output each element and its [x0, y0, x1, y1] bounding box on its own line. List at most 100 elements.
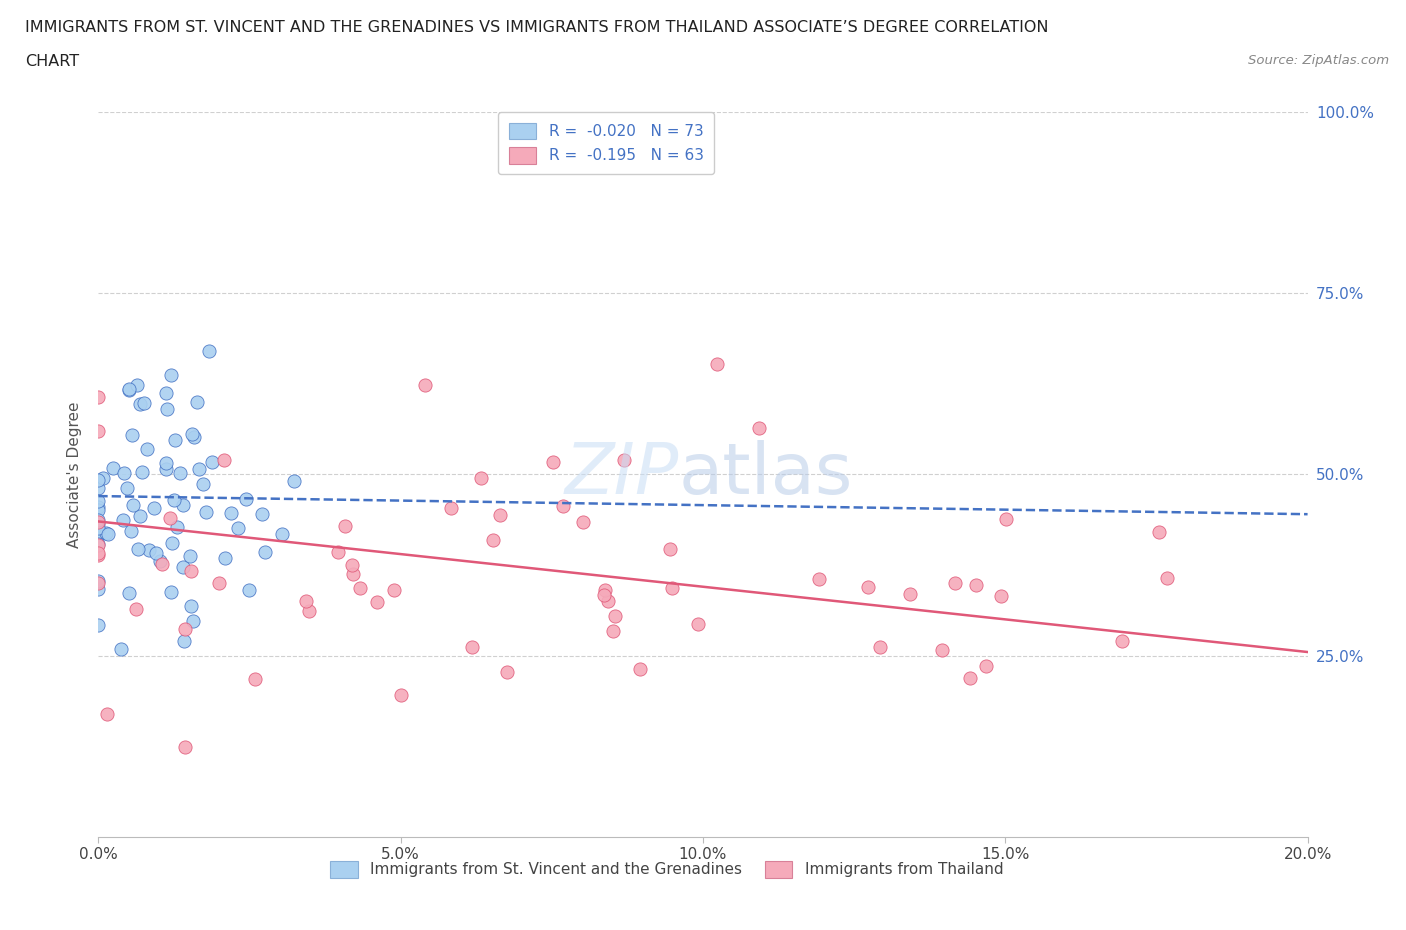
- Point: [482, 533, 505, 548]
- Point: [87, 494, 110, 509]
- Point: [87, 582, 110, 597]
- Point: [283, 473, 305, 488]
- Point: [174, 621, 197, 636]
- Point: [250, 506, 273, 521]
- Point: [856, 579, 879, 594]
- Point: [943, 576, 966, 591]
- Point: [235, 492, 257, 507]
- Point: [129, 509, 152, 524]
- Point: [686, 617, 709, 631]
- Point: [180, 564, 202, 578]
- Point: [87, 548, 110, 563]
- Point: [112, 513, 135, 528]
- Point: [195, 505, 218, 520]
- Point: [326, 545, 349, 560]
- Point: [333, 519, 356, 534]
- Point: [181, 613, 204, 628]
- Point: [94, 526, 117, 541]
- Point: [122, 498, 145, 512]
- Point: [605, 609, 627, 624]
- Point: [163, 493, 186, 508]
- Point: [87, 536, 110, 551]
- Point: [389, 687, 412, 702]
- Point: [551, 498, 574, 513]
- Point: [212, 452, 235, 467]
- Point: [160, 367, 183, 382]
- Point: [208, 576, 231, 591]
- Point: [869, 640, 891, 655]
- Point: [197, 344, 219, 359]
- Point: [87, 576, 110, 591]
- Point: [298, 604, 321, 618]
- Point: [124, 602, 146, 617]
- Point: [143, 500, 166, 515]
- Point: [495, 664, 517, 679]
- Point: [138, 542, 160, 557]
- Point: [188, 461, 211, 476]
- Point: [965, 578, 987, 592]
- Point: [602, 623, 624, 638]
- Point: [87, 424, 110, 439]
- Point: [173, 634, 195, 649]
- Point: [156, 401, 179, 416]
- Point: [160, 536, 183, 551]
- Text: IMMIGRANTS FROM ST. VINCENT AND THE GRENADINES VS IMMIGRANTS FROM THAILAND ASSOC: IMMIGRANTS FROM ST. VINCENT AND THE GREN…: [25, 20, 1049, 35]
- Point: [172, 559, 194, 574]
- Point: [593, 587, 616, 602]
- Point: [120, 523, 142, 538]
- Point: [488, 507, 510, 522]
- Point: [413, 378, 436, 392]
- Point: [658, 542, 681, 557]
- Point: [112, 466, 135, 481]
- Point: [87, 574, 110, 589]
- Point: [91, 471, 114, 485]
- Point: [243, 671, 266, 686]
- Point: [183, 430, 205, 445]
- Text: CHART: CHART: [25, 54, 79, 69]
- Point: [661, 581, 683, 596]
- Point: [191, 476, 214, 491]
- Point: [87, 520, 110, 535]
- Point: [295, 593, 318, 608]
- Point: [155, 386, 177, 401]
- Point: [706, 356, 728, 371]
- Point: [134, 396, 156, 411]
- Point: [596, 593, 619, 608]
- Point: [121, 427, 143, 442]
- Point: [1156, 570, 1178, 585]
- Point: [159, 511, 181, 525]
- Point: [898, 587, 921, 602]
- Point: [990, 589, 1012, 604]
- Point: [186, 394, 208, 409]
- Point: [87, 545, 110, 560]
- Point: [541, 455, 564, 470]
- Point: [97, 526, 120, 541]
- Point: [254, 544, 277, 559]
- Legend: Immigrants from St. Vincent and the Grenadines, Immigrants from Thailand: Immigrants from St. Vincent and the Gren…: [325, 855, 1010, 884]
- Point: [155, 456, 177, 471]
- Point: [125, 378, 148, 392]
- Point: [87, 525, 110, 539]
- Point: [169, 466, 191, 481]
- Point: [136, 442, 159, 457]
- Point: [87, 390, 110, 405]
- Point: [974, 658, 997, 673]
- Point: [115, 481, 138, 496]
- Point: [110, 642, 132, 657]
- Point: [87, 527, 110, 542]
- Point: [342, 566, 364, 581]
- Point: [145, 546, 167, 561]
- Point: [214, 551, 236, 565]
- Point: [340, 558, 363, 573]
- Point: [959, 671, 981, 685]
- Point: [87, 499, 110, 514]
- Point: [994, 512, 1017, 527]
- Point: [118, 381, 141, 396]
- Point: [163, 433, 186, 448]
- Point: [382, 583, 405, 598]
- Point: [87, 618, 110, 632]
- Point: [1111, 634, 1133, 649]
- Point: [612, 453, 634, 468]
- Point: [593, 583, 616, 598]
- Point: [87, 481, 110, 496]
